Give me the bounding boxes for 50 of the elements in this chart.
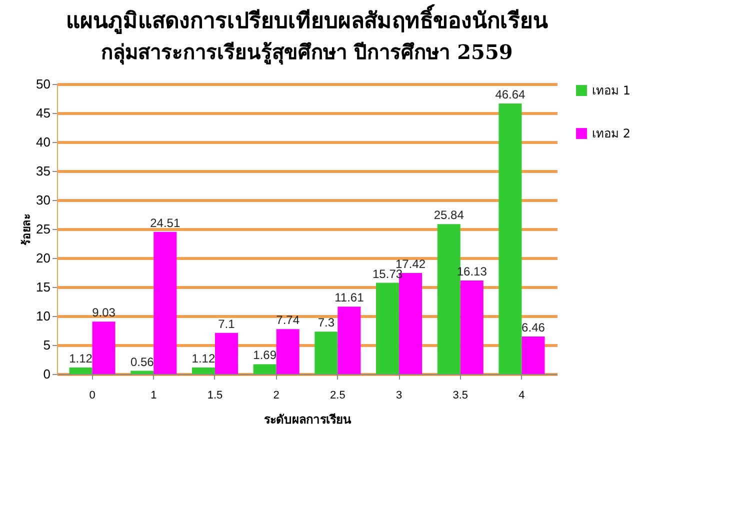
data-label: 25.84 (434, 208, 464, 222)
data-label: 6.46 (522, 320, 546, 335)
data-label: 1.12 (192, 352, 216, 366)
x-tick-label: 3 (396, 390, 402, 402)
y-tick-label: 0 (43, 366, 50, 382)
data-label: 0.56 (130, 354, 154, 369)
y-tick-label: 20 (36, 250, 50, 266)
x-tick-label: 2 (273, 390, 280, 402)
bar (69, 368, 92, 374)
x-tick-label: 1.5 (207, 390, 223, 402)
bar (460, 280, 484, 374)
x-axis-title: ระดับผลการเรียน (264, 412, 352, 426)
y-tick-label: 40 (36, 134, 50, 150)
y-tick-label: 5 (43, 338, 50, 352)
bar (276, 329, 300, 374)
y-tick-label: 50 (36, 76, 50, 92)
y-tick-label: 15 (36, 280, 50, 294)
bar (192, 368, 215, 374)
bar (314, 332, 338, 374)
x-tick-label: 3.5 (452, 390, 468, 402)
x-tick-label: 4 (518, 390, 525, 402)
legend-label: เทอม 1 (592, 84, 630, 98)
data-label: 1.69 (253, 348, 277, 362)
x-tick-label: 0 (89, 390, 96, 402)
y-tick-label: 10 (36, 308, 50, 324)
legend-label: เทอม 2 (592, 126, 630, 140)
y-tick-label: 35 (36, 164, 50, 178)
y-axis-title: ร้อยละ (20, 214, 34, 246)
bar (498, 103, 522, 374)
data-label: 7.1 (218, 316, 236, 331)
data-label: 1.12 (69, 352, 93, 366)
bar (338, 306, 361, 374)
bar (214, 332, 238, 374)
x-tick-label: 2.5 (330, 390, 346, 402)
data-label: 11.61 (334, 290, 364, 305)
data-label: 24.51 (150, 216, 180, 230)
chart-subtitle: กลุ่มสาระการเรียนรู้สุขศึกษา ปีการศึกษา 2559 (101, 40, 513, 66)
y-tick-label: 25 (36, 222, 50, 236)
chart-title: แผนภูมิแสดงการเปรียบเทียบผลสัมฤทธิ์ของนักเรียน (66, 4, 548, 35)
data-label: 7.3 (318, 316, 335, 330)
y-tick-label: 45 (36, 106, 50, 120)
bar (522, 336, 545, 374)
bar (130, 370, 154, 374)
y-tick-label: 30 (36, 192, 50, 208)
bar (92, 322, 116, 374)
bar (253, 364, 276, 374)
bar (376, 282, 400, 374)
data-label: 46.64 (495, 87, 526, 102)
bar (154, 232, 177, 374)
x-tick-label: 1 (150, 390, 157, 402)
